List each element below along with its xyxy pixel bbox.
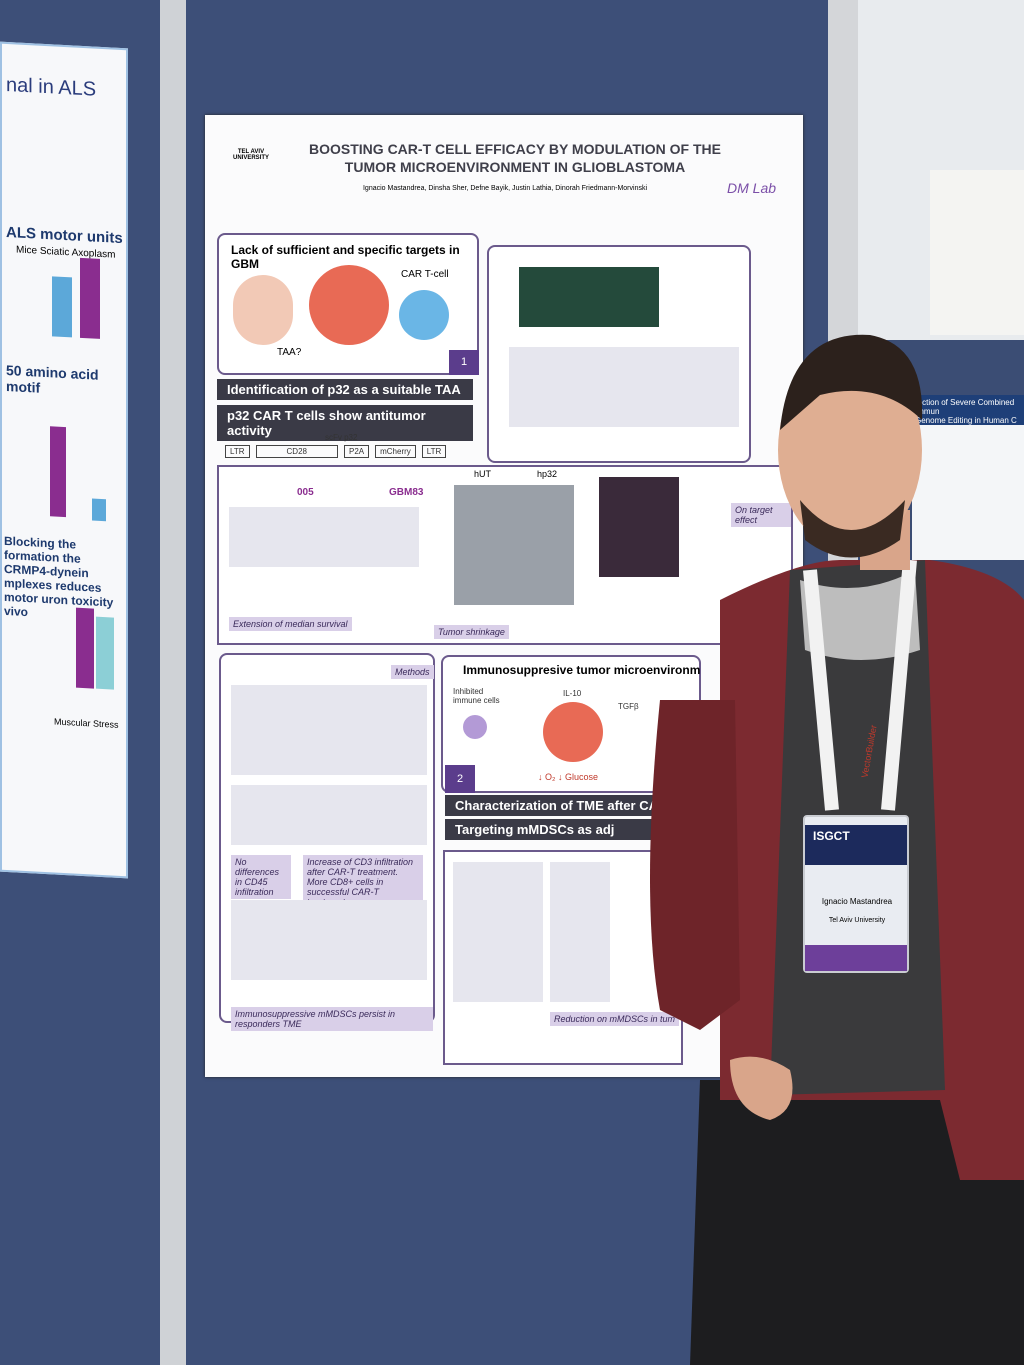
right-poster: rection of Severe Combined Immun Genome … [912, 395, 1024, 560]
label: IL-10 [563, 689, 582, 698]
badge-name: Ignacio Mastandrea [821, 897, 893, 906]
caption: No differences in CD45 infiltration [231, 855, 291, 899]
lab-logo: DM Lab [727, 180, 777, 196]
microscopy [519, 267, 659, 327]
label: hUT [474, 469, 492, 479]
subtitle: Genome Editing in Human C [915, 416, 1017, 425]
methods-figure [231, 685, 427, 775]
curtain [930, 170, 1024, 335]
lanyard [803, 559, 917, 811]
panel-number: 2 [445, 765, 475, 793]
badge-event: ISGCT [805, 825, 907, 865]
network [453, 862, 543, 1002]
banner: p32 CAR T cells show antitumor activity [217, 405, 473, 441]
caption: Tumor shrinkage [434, 625, 509, 639]
banner: Identification of p32 as a suitable TAA [217, 379, 473, 400]
segment: CD28 [255, 445, 338, 458]
panel: Methods No differences in CD45 infiltrat… [219, 653, 435, 1031]
badge: ISGCT Ignacio Mastandrea Tel Aviv Univer… [803, 815, 909, 973]
panel: Immunosuppresive tumor microenvironm Inh… [441, 655, 701, 793]
head-drawing [233, 275, 293, 345]
caption: Immunosuppressive mMDSCs persist in resp… [231, 1007, 433, 1031]
bar-chart [231, 900, 427, 980]
label: CAR T-cell [401, 269, 449, 280]
board-frame [160, 0, 186, 1365]
hair [780, 334, 923, 430]
title: rection of Severe Combined Immun [915, 398, 1015, 416]
label: TGFβ [618, 702, 639, 711]
survival-curves [229, 507, 419, 567]
label: 005 [297, 487, 314, 498]
cell-drawing [399, 290, 449, 340]
construct: LTR CD28 P2A mCherry LTR [225, 445, 447, 458]
caption: On target effect [731, 503, 791, 527]
badge-strip [805, 945, 907, 971]
label: hp32 [537, 469, 558, 479]
tumor-drawing [309, 265, 389, 345]
sleeve [650, 700, 740, 1030]
panel [487, 245, 751, 463]
tumor-drawing [543, 702, 603, 762]
segment: LTR [421, 445, 447, 458]
segment: P2A [343, 445, 370, 458]
segment: mCherry [375, 445, 416, 458]
label: scFv p32 [325, 433, 358, 442]
bar-charts [231, 785, 427, 845]
cell-drawing [463, 715, 487, 739]
heading: Lack of sufficient and specific targets … [231, 243, 460, 271]
bar-charts [550, 862, 610, 1002]
hand [730, 1056, 793, 1120]
beard [800, 500, 905, 558]
segment: LTR [225, 445, 250, 458]
poster-title: rection of Severe Combined Immun Genome … [912, 395, 1024, 425]
badge-affiliation: Tel Aviv University [828, 917, 886, 924]
poster-title: BOOSTING CAR-T CELL EFFICACY BY MODULATI… [309, 141, 721, 175]
banner: Targeting mMDSCs as adj [445, 819, 685, 840]
sweater-top [800, 570, 920, 660]
heading: Immunosuppresive tumor microenvironm [463, 663, 701, 677]
caption: Methods [391, 665, 434, 679]
authors: Ignacio Mastandrea, Dinsha Sher, Defne B… [362, 185, 648, 192]
imaging [454, 485, 574, 605]
results-panel: 005 GBM83 hUT hp32 Extension of median s… [217, 465, 793, 645]
label: GBM83 [389, 487, 424, 498]
label: Inhibited immune cells [453, 687, 500, 705]
panel: Reduction on mMDSCs in tum [443, 850, 683, 1065]
panel-number: 1 [449, 350, 479, 375]
caption: Extension of median survival [229, 617, 352, 631]
trousers [690, 1080, 1024, 1365]
label: ↓ O₂ ↓ Glucose [538, 772, 599, 782]
caption: Reduction on mMDSCs in tum [550, 1012, 680, 1026]
logo: TEL AVIV UNIVERSITY [232, 149, 269, 161]
label: TAA? [277, 347, 302, 358]
staining [599, 477, 679, 577]
facs-plots [509, 347, 739, 427]
panel: Lack of sufficient and specific targets … [217, 233, 479, 375]
banner: Characterization of TME after CA [445, 795, 685, 816]
